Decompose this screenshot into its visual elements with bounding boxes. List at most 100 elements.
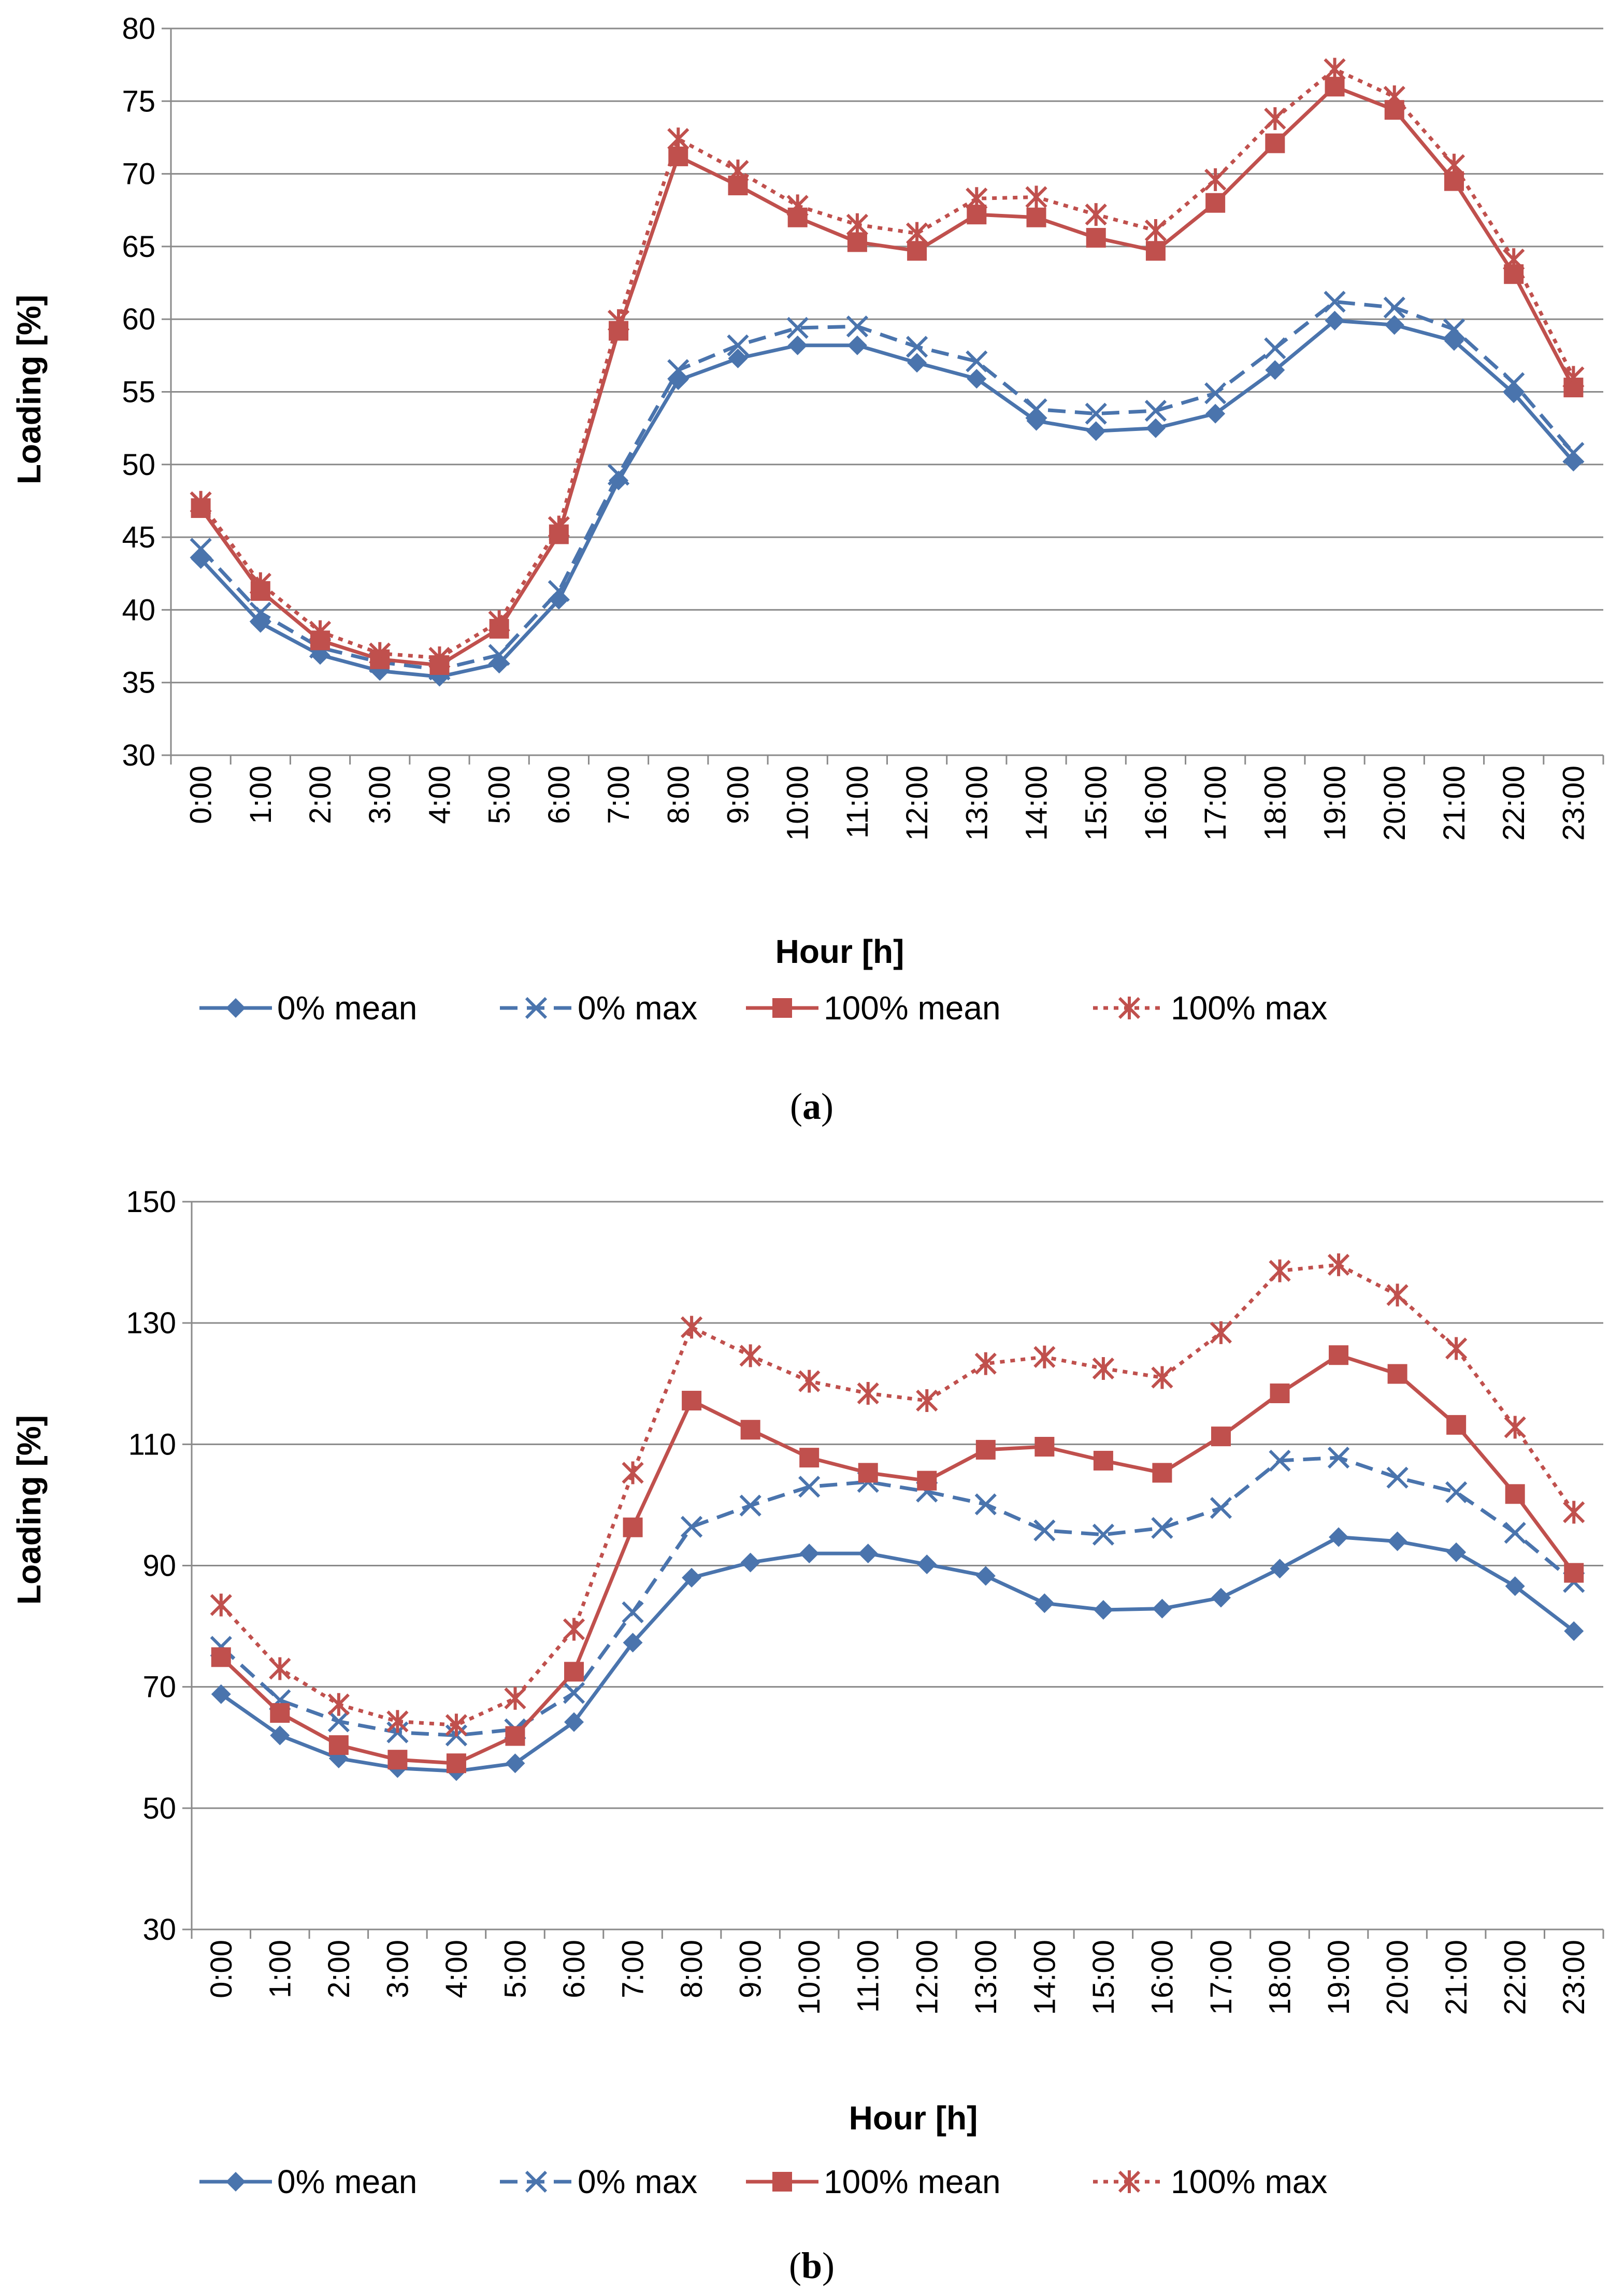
legend-item: 0% max [500,989,697,1027]
y-tick-label: 35 [122,666,155,700]
data-point [1386,1284,1409,1307]
data-point [488,644,510,666]
x-tick-label: 1:00 [263,1940,297,1998]
data-point [740,1552,760,1573]
data-point [607,464,630,486]
data-point [1503,248,1525,271]
x-axis-title-a: Hour [h] [775,933,904,970]
legend-label: 0% mean [277,2163,417,2200]
legend-b: 0% mean 0% max 100% mean 100% max [199,2163,1327,2200]
data-point [667,359,689,381]
data-point [1504,1416,1526,1439]
data-point [739,1344,761,1367]
data-point [1327,1253,1350,1276]
data-point [623,1633,643,1653]
data-point [1269,1259,1291,1283]
series-100-mean [211,1345,1584,1774]
x-tick-label: 7:00 [616,1940,650,1998]
x-tick-label: 13:00 [969,1940,1003,2015]
legend-label: 100% mean [824,989,1001,1027]
x-tick-label: 2:00 [304,766,337,824]
data-point [622,1601,644,1623]
data-point [386,1710,409,1733]
x-tick-label: 11:00 [841,766,874,839]
data-point [1210,1321,1232,1344]
data-point [1445,1337,1468,1360]
data-point [966,187,988,210]
data-point [1025,185,1047,209]
x-axis-title-b: Hour [h] [849,2099,978,2137]
plot-area-b [210,1253,1585,1781]
data-point [798,1476,821,1498]
data-point [1505,1484,1525,1504]
data-point [846,315,869,338]
data-point [1204,382,1227,405]
data-point [211,1684,231,1704]
data-point [607,309,630,333]
gridlines-b [192,1201,1603,1930]
data-point [727,159,749,182]
data-point [190,491,212,514]
y-tick-label: 80 [122,12,155,46]
data-point [916,1389,938,1413]
data-point [249,572,271,595]
series-0-max [210,1446,1585,1747]
legend-item: 0% mean [199,2163,417,2200]
data-point [799,1448,820,1468]
y-tick-label: 50 [122,448,155,482]
legend-marker [226,2172,246,2192]
data-point [787,335,808,355]
data-point [1270,1383,1290,1403]
x-tick-label: 12:00 [900,766,934,841]
y-tick-label: 150 [126,1185,176,1219]
legend-label: 100% max [1171,989,1327,1027]
data-point [505,1753,525,1774]
data-point [739,1494,761,1517]
data-point [1205,404,1226,424]
data-point [786,194,809,218]
x-tick-label: 18:00 [1263,1940,1297,2015]
y-tick-label: 70 [142,1670,176,1704]
data-point [190,538,212,560]
data-point [728,348,748,368]
data-point [906,336,928,358]
x-ticks-b: 0:00 1:00 2:00 3:00 4:00 5:00 6:00 7:00 8:00 9:00… [191,1929,1604,2015]
data-point [1152,1598,1172,1619]
data-point [1329,1345,1349,1365]
data-point [327,1710,350,1733]
panel-letter-b: b [801,2245,822,2286]
data-point [269,1657,291,1680]
data-point [799,1544,820,1564]
x-tick-label: 0:00 [184,766,218,824]
data-point [1144,399,1167,422]
data-point [1443,153,1465,177]
data-point [369,642,391,665]
data-point [1211,1427,1231,1447]
panel-label-a: (a) [790,1086,833,1127]
data-point [1145,241,1166,261]
data-point [857,1381,879,1405]
data-point [966,350,988,372]
data-point [505,1726,525,1746]
data-point [1034,1593,1055,1613]
legend-label: 0% mean [277,989,417,1027]
y-ticks-a: 30 35 40 45 50 55 60 65 70 75 80 [122,12,171,772]
y-tick-label: 90 [142,1549,176,1583]
data-point [974,1352,997,1375]
data-point [907,353,927,373]
data-point [1145,418,1166,438]
data-point [1092,1523,1115,1546]
x-tick-label: 11:00 [852,1940,885,2013]
legend-marker [525,2170,548,2193]
legend-marker [1118,2170,1141,2193]
x-tick-label: 6:00 [542,766,576,824]
x-tick-label: 13:00 [960,766,994,841]
data-point [1562,442,1585,464]
data-point [1205,193,1226,213]
data-point [682,1567,702,1588]
data-point [1562,366,1585,389]
series-100-max [210,1253,1585,1737]
y-tick-label: 60 [122,302,155,336]
legend-item: 100% mean [746,989,1001,1027]
data-point [1325,311,1345,331]
